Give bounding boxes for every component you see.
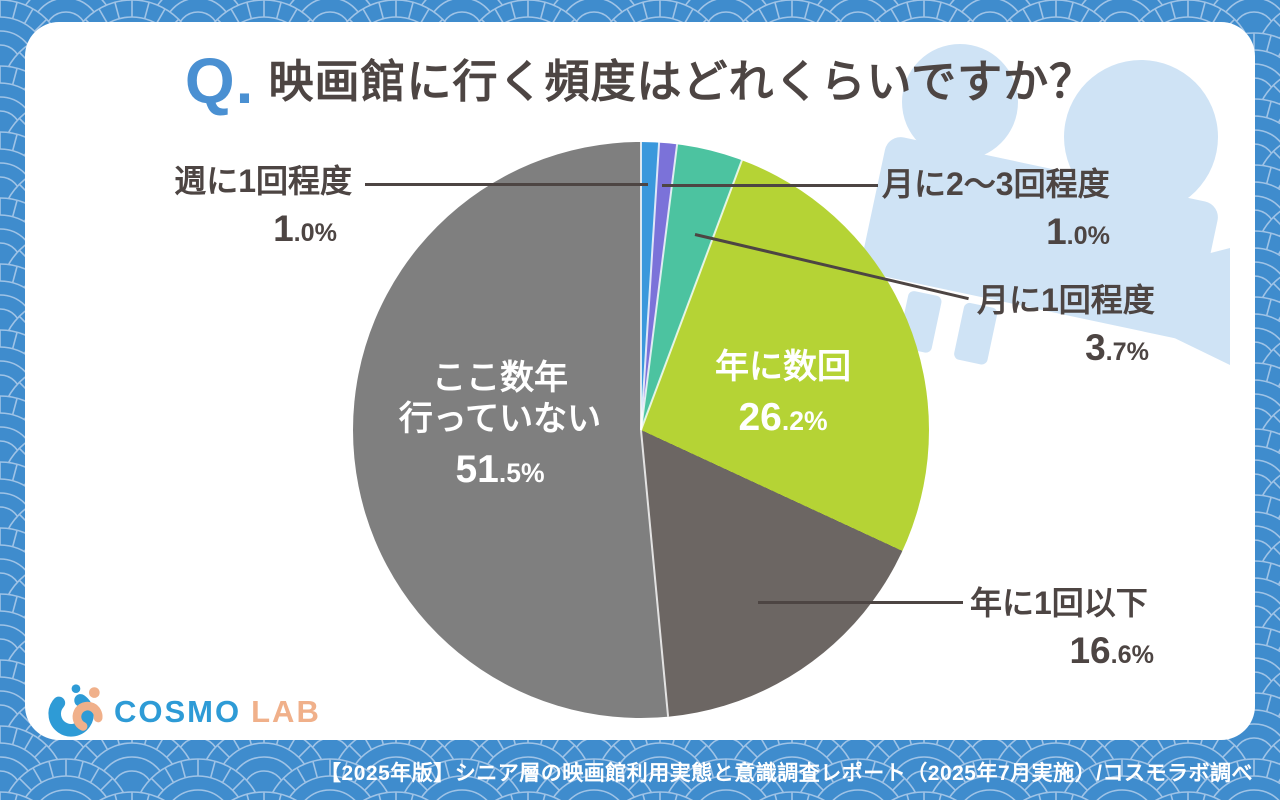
page-title: Q. 映画館に行く頻度はどれくらいですか？	[0, 44, 1280, 118]
leader-line-monthly-2-3	[662, 184, 878, 187]
pie-chart	[353, 142, 929, 718]
logo-text-lab: LAB	[251, 694, 321, 729]
question-mark-label: Q.	[184, 45, 255, 117]
cosmo-lab-logo: COSMO LAB	[46, 680, 321, 738]
leader-line-weekly	[365, 183, 648, 186]
callout-yearly-or-less: 年に1回以下 16.6%	[970, 585, 1154, 671]
slice-divider	[640, 142, 642, 430]
callout-monthly-2-3: 月に2～3回程度 1.0%	[882, 166, 1110, 252]
pie-label-few-per-year-pct: 26.2%	[738, 396, 828, 439]
footer-note: 【2025年版】シニア層の映画館利用実態と意識調査レポート（2025年7月実施）…	[320, 762, 1253, 785]
leader-line-yearly-or-less	[758, 601, 963, 604]
pie-label-not-recent: ここ数年 行っていない 51.5%	[360, 358, 640, 492]
callout-monthly-1: 月に1回程度 3.7%	[977, 282, 1155, 368]
movie-camera-icon	[862, 44, 1230, 365]
page-title-text: 映画館に行く頻度はどれくらいですか？	[268, 56, 1096, 107]
callout-weekly: 週に1回程度 1.0%	[174, 163, 352, 249]
slice-divider	[640, 429, 670, 717]
cosmo-lab-logo-icon	[48, 684, 103, 737]
logo-text-cosmo: COSMO	[114, 694, 242, 729]
pie-label-few-per-year: 年に数回 26.2%	[663, 347, 903, 440]
pie-label-not-recent-pct: 51.5%	[455, 448, 545, 491]
